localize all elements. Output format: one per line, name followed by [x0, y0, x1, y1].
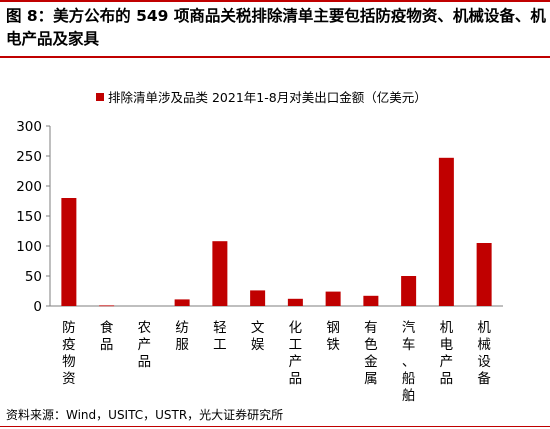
bar-chart: 排除清单涉及品类 2021年1-8月对美出口金额（亿美元） 0 50 100 150 20… [16, 90, 503, 404]
x-tick-label: 食品 [100, 319, 114, 353]
bar-10 [401, 276, 417, 306]
x-tick-label: 轻工 [213, 320, 227, 353]
top-rule [0, 0, 550, 2]
y-tick-label: 150 [16, 209, 42, 225]
bar-4 [174, 299, 190, 306]
figure-title: 图 8：美方公布的 549 项商品关税排除清单主要包括防疫物资、机械设备、机电产… [6, 7, 546, 48]
bar-7 [287, 298, 303, 306]
legend-label: 排除清单涉及品类 2021年1-8月对美出口金额（亿美元） [108, 90, 427, 105]
x-tick-label: 防疫物资 [62, 320, 76, 387]
title-rule [0, 56, 550, 58]
x-tick-label: 纺服 [175, 320, 189, 353]
x-tick-label: 有色金属 [364, 320, 378, 387]
x-tick-label: 汽车、船舶 [402, 320, 416, 404]
y-tick-label: 0 [33, 299, 42, 315]
y-tick-label: 100 [16, 239, 42, 255]
bar-2 [99, 305, 115, 307]
y-tick-label: 300 [16, 119, 42, 135]
y-tick-label: 50 [25, 269, 42, 285]
bar-5 [212, 241, 228, 306]
legend-swatch [96, 93, 104, 101]
x-tick-label: 农产品 [138, 320, 152, 370]
bar-12 [476, 243, 492, 306]
x-tick-label: 化工产品 [289, 320, 303, 387]
source-note: 资料来源：Wind，USITC，USTR，光大证券研究所 [6, 408, 284, 422]
y-tick-label: 200 [16, 179, 42, 195]
y-tick-label: 250 [16, 149, 42, 165]
bar-9 [363, 295, 379, 306]
bar-6 [250, 290, 266, 306]
bar-8 [325, 291, 341, 306]
x-tick-label: 文娱 [251, 320, 265, 353]
bar-1 [61, 198, 77, 306]
bar-11 [438, 157, 454, 306]
x-tick-label: 钢铁 [326, 320, 340, 353]
bottom-rule [0, 426, 550, 427]
x-tick-label: 机电产品 [440, 320, 454, 387]
x-tick-label: 机械设备 [477, 320, 491, 387]
